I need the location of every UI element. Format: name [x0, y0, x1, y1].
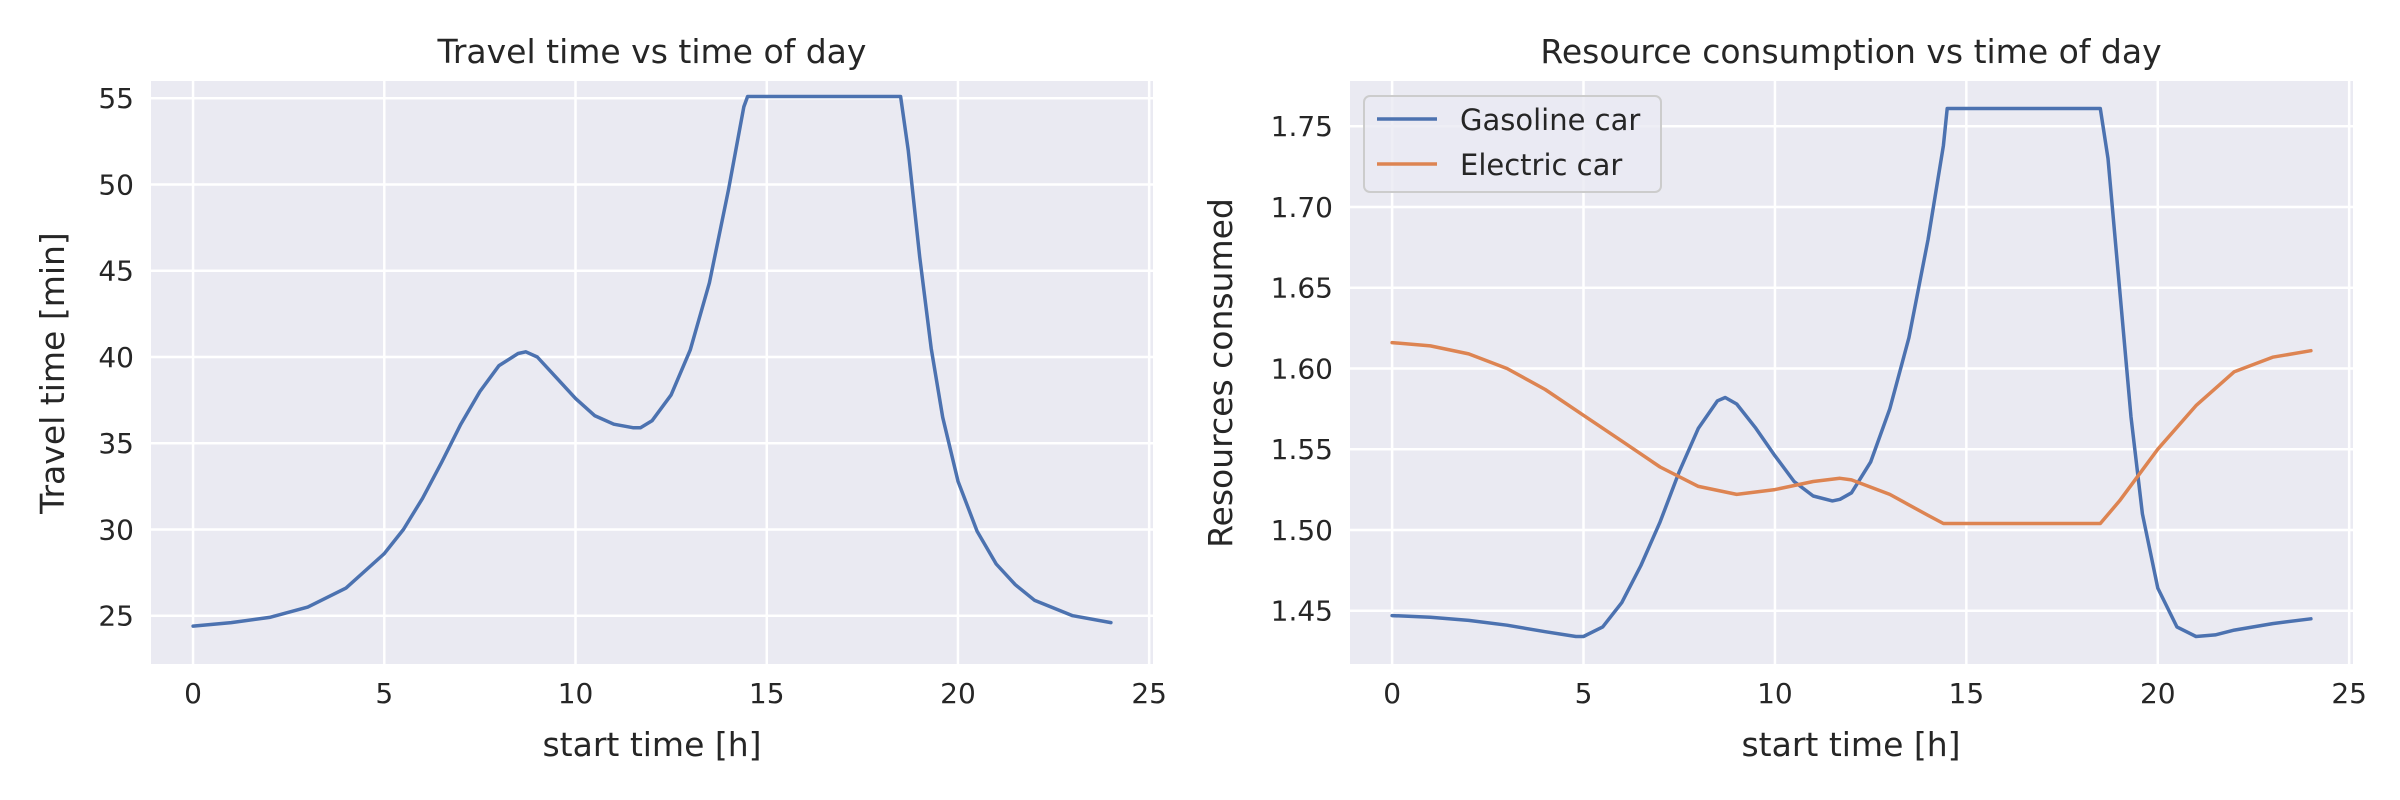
series-line-gasoline-car — [1390, 106, 2313, 639]
x-tick-label: 0 — [1383, 677, 1401, 710]
x-tick-label: 10 — [1757, 677, 1793, 710]
x-axis-label: start time [h] — [1741, 725, 1960, 764]
y-tick-label: 35 — [98, 427, 134, 460]
chart-title: Resource consumption vs time of day — [1540, 32, 2161, 71]
x-tick-labels: 0 5 10 15 20 25 — [184, 677, 1167, 710]
y-tick-label: 1.65 — [1271, 272, 1333, 305]
y-axis-label: Travel time [min] — [33, 232, 72, 515]
x-tick-label: 5 — [1575, 677, 1593, 710]
y-tick-labels: 1.45 1.50 1.55 1.60 1.65 1.70 1.75 — [1271, 110, 1333, 627]
y-tick-label: 1.45 — [1271, 595, 1333, 628]
x-tick-label: 15 — [1949, 677, 1985, 710]
x-tick-label: 15 — [749, 677, 785, 710]
y-axis-label: Resources consumed — [1201, 198, 1240, 548]
resource-consumption-chart: 0 5 10 15 20 25 1.451.501.551.601.651.701.75 … — [1201, 32, 2367, 764]
gridlines — [151, 81, 1153, 664]
x-axis-label: start time [h] — [542, 725, 761, 764]
y-tick-labels: 25 30 35 40 45 50 55 — [98, 82, 134, 632]
x-tick-label: 10 — [558, 677, 594, 710]
x-tick-label: 25 — [1131, 677, 1167, 710]
y-tick-label: 1.55 — [1271, 433, 1333, 466]
series-layer — [191, 94, 1113, 628]
y-tick-label: 1.70 — [1271, 191, 1333, 224]
x-tick-label: 5 — [375, 677, 393, 710]
series-line-electric-car — [1390, 340, 2313, 526]
chart-title: Travel time vs time of day — [437, 32, 867, 71]
legend-item-electric-car: Electric car — [1377, 148, 1622, 182]
x-tick-label: 20 — [940, 677, 976, 710]
legend-frame — [1363, 95, 1662, 193]
legend-item-gasoline-car: Gasoline car — [1377, 103, 1640, 137]
legend-label: Gasoline car — [1460, 103, 1640, 137]
y-tick-label: 1.50 — [1271, 514, 1333, 547]
y-tick-label: 45 — [98, 255, 134, 288]
series-line — [191, 94, 1113, 628]
y-tick-label: 50 — [98, 168, 134, 201]
y-tick-label: 30 — [98, 513, 134, 546]
legend: Gasoline car Electric car — [1363, 95, 1662, 193]
x-tick-labels: 0 5 10 15 20 25 — [1383, 677, 2367, 710]
y-tick-label: 55 — [98, 82, 134, 115]
x-tick-label: 0 — [184, 677, 202, 710]
legend-label: Electric car — [1460, 148, 1622, 182]
series-layer — [1390, 106, 2313, 639]
gridlines — [1350, 81, 2353, 664]
travel-time-chart: 0 5 10 15 20 25 25 30 35 40 45 50 55 Travel time vs… — [33, 32, 1167, 764]
y-tick-label: 1.75 — [1271, 110, 1333, 143]
x-tick-label: 25 — [2331, 677, 2367, 710]
x-tick-label: 20 — [2140, 677, 2176, 710]
y-tick-label: 1.60 — [1271, 352, 1333, 385]
plot-area — [151, 81, 1153, 664]
y-tick-label: 25 — [98, 600, 134, 633]
y-tick-label: 40 — [98, 341, 134, 374]
